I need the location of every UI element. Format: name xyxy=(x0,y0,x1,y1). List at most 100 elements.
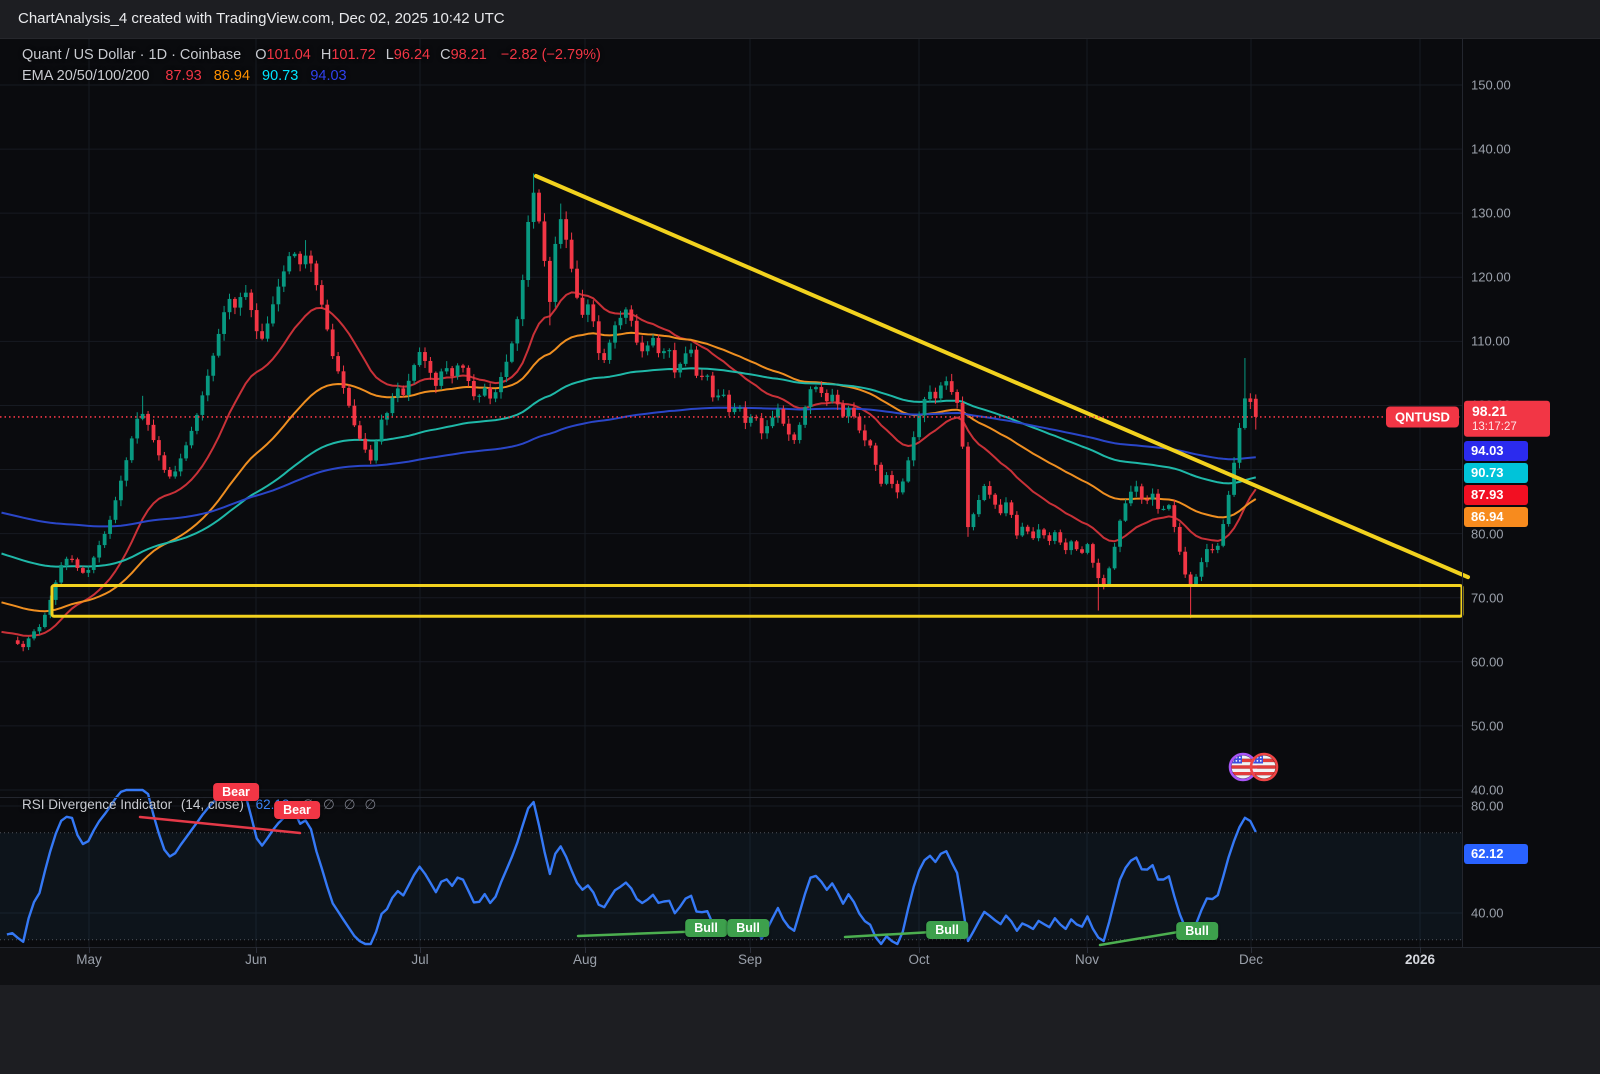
symbol-legend-row[interactable]: Quant / US Dollar · 1D · Coinbase O101.0… xyxy=(22,47,601,63)
footer: TradingView xyxy=(0,985,1600,1074)
candle-body xyxy=(585,304,590,315)
time-axis-label-jul[interactable]: Jul xyxy=(411,952,429,967)
candle-body xyxy=(222,312,226,334)
candle-body xyxy=(108,519,112,534)
candle-body xyxy=(450,368,455,377)
candle-body xyxy=(281,271,286,287)
ohlc-l: L96.24 xyxy=(385,47,431,63)
ema-price-tag: 90.73 xyxy=(1464,463,1528,483)
candle-body xyxy=(716,395,721,398)
candle-body xyxy=(260,331,264,339)
candle-body xyxy=(846,407,851,417)
us-flag-event-icon[interactable] xyxy=(1228,752,1258,782)
time-axis-label-oct[interactable]: Oct xyxy=(908,952,930,967)
ema-legend-value: 94.03 xyxy=(310,68,347,84)
candle-body xyxy=(70,558,74,560)
candle-body xyxy=(1036,529,1041,539)
candle-body xyxy=(982,486,987,501)
candle-body xyxy=(309,255,313,264)
price-tick-label: 40.00 xyxy=(1471,782,1504,798)
candle-body xyxy=(1188,574,1193,586)
time-axis-label-may[interactable]: May xyxy=(76,952,102,967)
time-axis[interactable] xyxy=(0,947,1600,986)
ema-100-line xyxy=(1,367,1257,568)
time-axis-label-jun[interactable]: Jun xyxy=(245,952,267,967)
price-axis-border xyxy=(1462,39,1463,947)
candle-body xyxy=(1210,549,1215,551)
candle-body xyxy=(151,424,156,441)
candle-body xyxy=(265,323,270,339)
candle-body xyxy=(91,557,96,570)
candle-body xyxy=(873,445,878,465)
candle-body xyxy=(830,394,835,402)
price-tick-label: 150.00 xyxy=(1471,77,1511,93)
candle-body xyxy=(634,320,639,343)
ohlc-o: O101.04 xyxy=(255,47,311,63)
candle-body xyxy=(1112,546,1117,569)
candle-body xyxy=(911,437,916,461)
time-axis-label-nov[interactable]: Nov xyxy=(1074,952,1100,967)
time-axis-label-2026[interactable]: 2026 xyxy=(1404,952,1436,967)
candle-body xyxy=(314,263,319,286)
candle-body xyxy=(48,599,53,615)
pane-divider[interactable] xyxy=(0,797,1462,798)
ema-legend-row[interactable]: EMA 20/50/100/200 87.93 86.94 90.73 94.03 xyxy=(22,68,347,84)
ema-50-line xyxy=(1,331,1257,613)
candle-body xyxy=(157,440,161,456)
bar-countdown: 13:17:27 xyxy=(1472,420,1517,433)
candle-body xyxy=(618,317,623,326)
rsi-empty-value: ∅ xyxy=(343,797,356,812)
candle-body xyxy=(727,394,731,413)
candle-body xyxy=(917,415,922,438)
time-axis-label-aug[interactable]: Aug xyxy=(572,952,598,967)
price-tick-label: 60.00 xyxy=(1471,654,1504,670)
candle-body xyxy=(824,392,829,402)
rsi-value-tag: 62.12 xyxy=(1464,843,1528,864)
candle-body xyxy=(1025,526,1030,532)
time-axis-label-dec[interactable]: Dec xyxy=(1238,952,1264,967)
candle-body xyxy=(721,394,726,396)
ohlc-c: C98.21 xyxy=(440,47,487,63)
candle-body xyxy=(499,376,503,393)
price-tick-label: 140.00 xyxy=(1471,141,1511,157)
symbol-price-tag-name: QNTUSD xyxy=(1386,406,1459,428)
candle-body xyxy=(857,416,862,431)
candle-body xyxy=(694,349,699,376)
time-axis-label-sep[interactable]: Sep xyxy=(737,952,763,967)
candle-body xyxy=(928,391,932,400)
candle-body xyxy=(683,353,688,364)
candle-body xyxy=(1194,576,1198,586)
candle-body xyxy=(955,392,960,403)
candle-body xyxy=(1253,398,1258,417)
candle-body xyxy=(895,483,900,493)
candle-body xyxy=(173,471,178,477)
candle-body xyxy=(1047,535,1052,541)
candle-body xyxy=(455,365,460,377)
us-flag-event-icon[interactable] xyxy=(1249,752,1279,782)
rsi-empty-value: ∅ xyxy=(322,797,335,812)
candle-body xyxy=(1063,542,1068,551)
candle-body xyxy=(797,424,802,441)
candle-body xyxy=(195,414,199,431)
rsi-empty-value: ∅ xyxy=(364,797,377,812)
ema-legend-value: 86.94 xyxy=(213,68,251,84)
candle-body xyxy=(976,500,981,515)
time-axis-tick xyxy=(919,947,920,953)
candle-body xyxy=(292,253,297,257)
candle-body xyxy=(1031,531,1036,539)
candle-body xyxy=(1052,532,1057,541)
candle-body xyxy=(298,253,302,265)
candle-body xyxy=(759,418,764,434)
candle-body xyxy=(1128,491,1133,504)
candle-body xyxy=(1058,532,1063,543)
candle-body xyxy=(303,255,308,265)
time-axis-tick xyxy=(89,947,90,953)
rsi-legend-row[interactable]: RSI Divergence Indicator (14, close) 62.… xyxy=(22,797,376,813)
candle-body xyxy=(743,407,748,423)
bull-label: Bull xyxy=(926,921,968,939)
candle-body xyxy=(1156,493,1160,509)
candle-body xyxy=(330,329,335,357)
candle-body xyxy=(645,345,650,352)
candle-body xyxy=(808,389,813,408)
